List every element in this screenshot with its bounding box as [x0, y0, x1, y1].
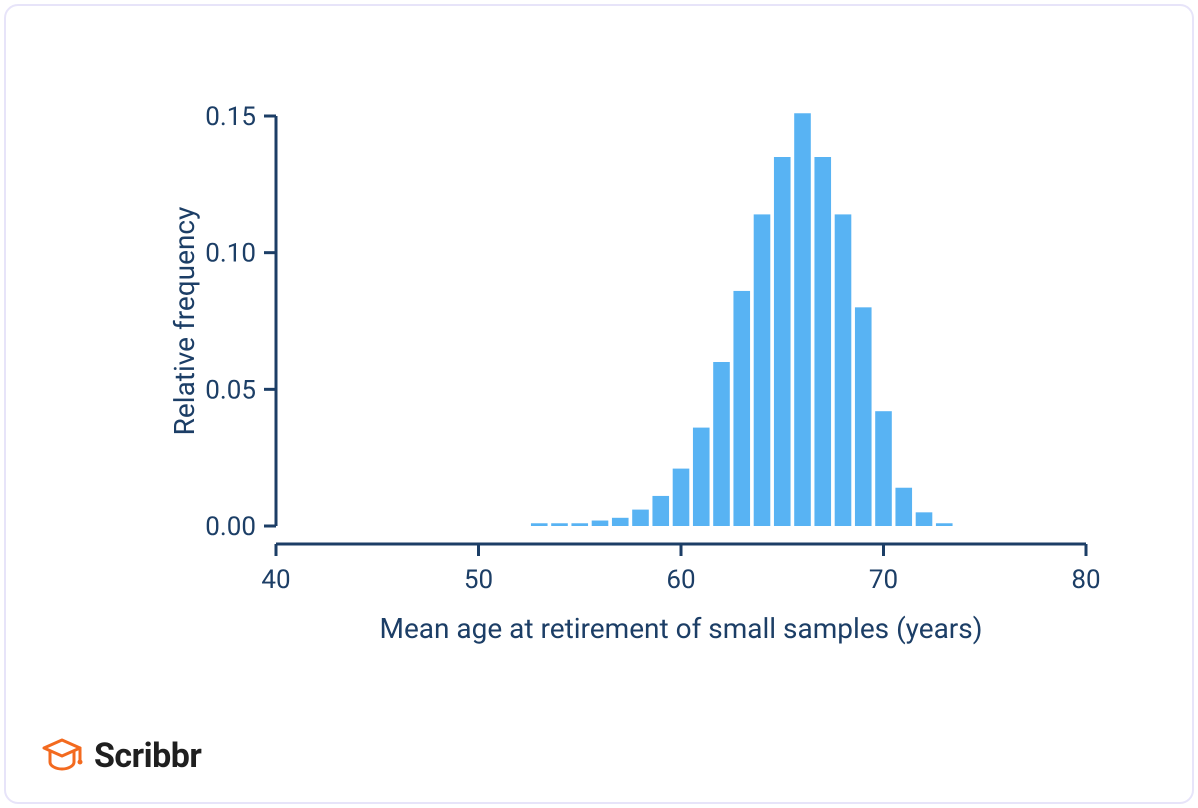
- histogram-bar: [632, 510, 649, 526]
- y-tick-label: 0.15: [205, 102, 256, 132]
- y-tick-label: 0.10: [205, 239, 256, 269]
- histogram-bar: [531, 523, 548, 526]
- x-tick-label: 80: [1071, 565, 1100, 595]
- histogram-bar: [571, 523, 588, 526]
- chart-card: 0.00 0.05 0.10 0.15 40 50 60 70 80 Mean age at re…: [4, 4, 1194, 804]
- histogram-chart: 0.00 0.05 0.10 0.15 40 50 60 70 80 Mean age at re…: [166, 86, 1106, 666]
- x-tick-label: 50: [464, 565, 493, 595]
- brand-logo: Scribbr: [40, 736, 201, 776]
- graduation-cap-icon: [40, 736, 84, 776]
- histogram-bar: [612, 518, 629, 526]
- histogram-bar: [592, 521, 609, 526]
- histogram-bar: [733, 291, 750, 526]
- x-tick-label: 40: [261, 565, 290, 595]
- histogram-bar: [713, 362, 730, 526]
- histogram-bar: [835, 214, 852, 526]
- histogram-bar: [693, 428, 710, 526]
- x-tick-label: 70: [869, 565, 898, 595]
- brand-name: Scribbr: [94, 736, 201, 776]
- histogram-bar: [855, 307, 872, 526]
- histogram-bar: [875, 411, 892, 526]
- histogram-bar: [652, 496, 669, 526]
- x-axis-title: Mean age at retirement of small samples …: [380, 612, 983, 645]
- histogram-bar: [754, 214, 771, 526]
- histogram-bar: [774, 157, 791, 526]
- histogram-bar: [916, 512, 933, 526]
- y-tick-label: 0.00: [205, 512, 256, 542]
- histogram-bar: [936, 523, 953, 526]
- histogram-bar: [895, 488, 912, 526]
- histogram-bar: [814, 157, 831, 526]
- chart-svg: 0.00 0.05 0.10 0.15 40 50 60 70 80 Mean age at re…: [166, 86, 1106, 666]
- histogram-bar: [551, 523, 568, 526]
- histogram-bar: [673, 469, 690, 526]
- y-tick-label: 0.05: [205, 375, 256, 405]
- histogram-bar: [794, 113, 811, 526]
- y-axis-title: Relative frequency: [168, 207, 201, 436]
- x-tick-label: 60: [666, 565, 695, 595]
